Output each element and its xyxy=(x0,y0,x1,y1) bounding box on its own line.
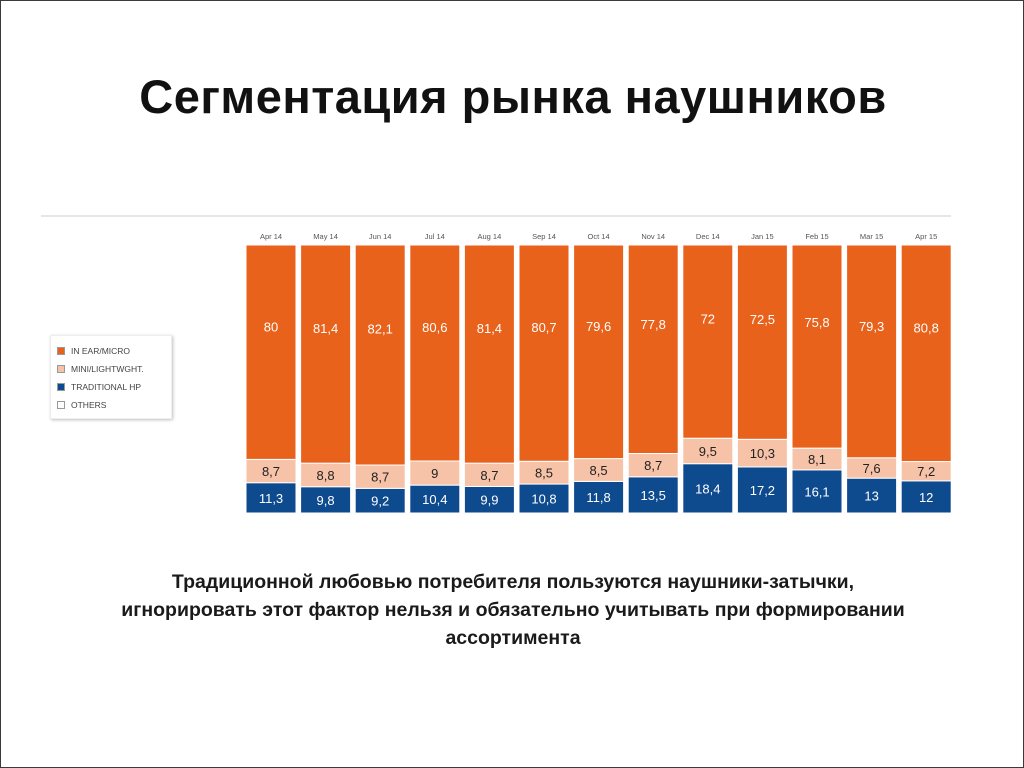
data-label: 80 xyxy=(264,319,278,334)
data-label: 8,8 xyxy=(317,468,335,483)
data-label: 16,1 xyxy=(804,484,829,499)
data-label: 79,3 xyxy=(859,319,884,334)
bar-segment xyxy=(682,463,734,514)
data-label: 80,7 xyxy=(531,320,556,335)
x-tick-label: Nov 14 xyxy=(641,232,665,241)
legend-label: OTHERS xyxy=(71,400,107,410)
bar-segment xyxy=(463,244,515,464)
legend-item-traditional: TRADITIONAL HP xyxy=(57,381,141,393)
data-label: 9,8 xyxy=(317,493,335,508)
data-label: 8,7 xyxy=(262,464,280,479)
data-label: 81,4 xyxy=(477,321,502,336)
data-label: 10,4 xyxy=(422,492,447,507)
divider xyxy=(41,215,951,217)
bar-segment xyxy=(900,244,952,463)
legend-item-others: OTHERS xyxy=(57,399,106,411)
data-label: 9,9 xyxy=(480,493,498,508)
data-label: 17,2 xyxy=(750,483,775,498)
data-label: 11,8 xyxy=(586,490,610,505)
legend-swatch-in-ear xyxy=(57,347,65,355)
bar-segment xyxy=(682,244,734,439)
x-tick-label: Feb 15 xyxy=(805,232,828,241)
data-label: 8,7 xyxy=(644,458,662,473)
stacked-bar-chart: Apr 14 11,3 8,7 80 May 14 9,8 8,8 81,4 Jun 14 9,2… xyxy=(245,232,952,514)
legend-item-in-ear: IN EAR/MICRO xyxy=(57,345,130,357)
legend-swatch-traditional xyxy=(57,383,65,391)
bar-segment xyxy=(518,244,570,462)
legend-label: MINI/LIGHTWGHT. xyxy=(71,364,144,374)
caption-line: Традиционной любовью потребителя пользую… xyxy=(171,571,855,593)
data-label: 13,5 xyxy=(641,488,666,503)
x-tick-label: Jul 14 xyxy=(425,232,445,241)
x-tick-label: Sep 14 xyxy=(532,232,556,241)
data-label: 81,4 xyxy=(313,321,338,336)
legend-swatch-mini xyxy=(57,365,65,373)
data-label: 10,3 xyxy=(750,446,775,461)
bar-segment xyxy=(627,244,679,455)
legend-swatch-others xyxy=(57,401,65,409)
data-label: 11,3 xyxy=(259,491,283,506)
data-label: 77,8 xyxy=(641,317,666,332)
page-title: Сегментация рынка наушников xyxy=(139,70,887,123)
x-tick-label: Aug 14 xyxy=(478,232,502,241)
data-label: 18,4 xyxy=(695,481,720,496)
bar-segment xyxy=(736,466,788,514)
bar-segment xyxy=(245,244,297,460)
bar-segment xyxy=(300,244,352,464)
bar-segment xyxy=(900,480,952,514)
data-label: 8,7 xyxy=(480,468,498,483)
legend-label: IN EAR/MICRO xyxy=(71,346,131,356)
data-label: 79,6 xyxy=(586,319,611,334)
x-tick-label: Jan 15 xyxy=(751,232,774,241)
legend-item-mini: MINI/LIGHTWGHT. xyxy=(57,363,144,375)
data-label: 9,2 xyxy=(371,494,389,509)
caption-line: ассортимента xyxy=(445,627,581,649)
bar-segment xyxy=(573,480,625,514)
x-tick-label: Jun 14 xyxy=(369,232,392,241)
bar-segment xyxy=(682,437,734,465)
caption: Традиционной любовью потребителя пользую… xyxy=(41,568,985,652)
data-label: 8,7 xyxy=(371,470,389,485)
bar-segment xyxy=(846,244,898,459)
bar-segment xyxy=(573,244,625,460)
data-label: 80,6 xyxy=(422,320,447,335)
data-label: 12 xyxy=(919,490,933,505)
data-label: 8,5 xyxy=(590,463,608,478)
data-label: 72 xyxy=(701,311,715,326)
data-label: 8,5 xyxy=(535,466,553,481)
bar-segment xyxy=(627,476,679,514)
data-label: 9,5 xyxy=(699,444,717,459)
x-tick-label: Oct 14 xyxy=(588,232,610,241)
data-label: 82,1 xyxy=(368,322,393,337)
bar-segment xyxy=(245,482,297,514)
x-tick-label: Dec 14 xyxy=(696,232,720,241)
bar-segment xyxy=(300,486,352,514)
x-tick-label: Mar 15 xyxy=(860,232,883,241)
bar-segment xyxy=(736,438,788,468)
bar-segment xyxy=(354,244,406,466)
bar-segment xyxy=(736,244,788,440)
x-tick-label: Apr 14 xyxy=(260,232,282,241)
x-tick-label: May 14 xyxy=(313,232,338,241)
data-label: 9 xyxy=(431,466,438,481)
chart-legend: IN EAR/MICRO MINI/LIGHTWGHT. TRADITIONAL… xyxy=(50,335,172,419)
legend-label: TRADITIONAL HP xyxy=(71,382,142,392)
bar-segment xyxy=(791,244,843,449)
data-label: 72,5 xyxy=(750,312,775,327)
bar-segment xyxy=(409,244,461,462)
bar-segment xyxy=(409,484,461,514)
data-label: 75,8 xyxy=(804,315,829,330)
data-label: 10,8 xyxy=(531,492,556,507)
data-label: 13 xyxy=(864,489,878,504)
data-label: 7,2 xyxy=(917,464,935,479)
x-tick-label: Apr 15 xyxy=(915,232,937,241)
data-label: 8,1 xyxy=(808,452,826,467)
bar-segment xyxy=(791,469,843,514)
data-label: 80,8 xyxy=(914,320,939,335)
caption-line: игнорировать этот фактор нельзя и обязат… xyxy=(121,599,905,621)
data-label: 7,6 xyxy=(863,461,881,476)
